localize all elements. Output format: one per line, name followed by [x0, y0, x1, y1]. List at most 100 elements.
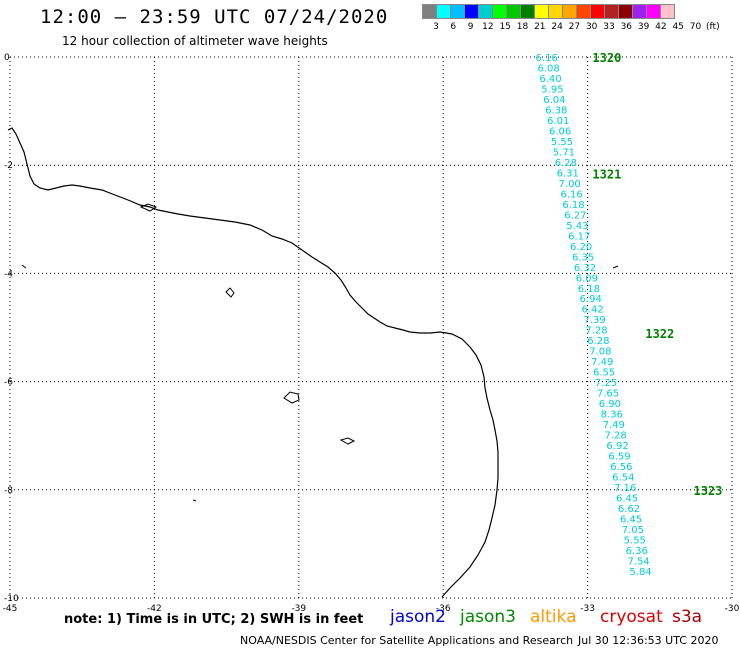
swh-value: 6.09 [576, 273, 598, 284]
y-tick-label: -10 [4, 594, 19, 604]
island-6 [612, 265, 619, 269]
swh-value: 6.28 [587, 336, 609, 347]
y-tick-label: -6 [4, 378, 13, 388]
scale-label: 24 [551, 22, 563, 32]
scale-swatch [660, 4, 675, 19]
pass-number-label: 1321 [592, 167, 621, 181]
swh-value: 6.62 [618, 504, 640, 515]
swh-value: 7.08 [589, 347, 611, 358]
swh-value: 6.35 [572, 252, 594, 263]
scale-label: 33 [603, 22, 615, 32]
scale-label: 6 [450, 22, 457, 32]
swh-value: 6.08 [537, 63, 559, 74]
color-scale-labels: 3 6 9 12 15 18 21 24 27 30 33 36 39 42 45 70 (ft) [422, 22, 740, 34]
swh-value: 6.20 [570, 242, 592, 253]
altimeter-track: 6.166.086.405.956.046.386.016.065.555.71… [536, 53, 652, 578]
swh-value: 7.39 [583, 315, 605, 326]
swh-value: 5.95 [541, 84, 563, 95]
pass-number-label: 1322 [645, 327, 674, 341]
swh-value: 6.94 [580, 294, 602, 305]
satellite-altika: altika [530, 607, 577, 627]
swh-value: 6.18 [578, 284, 600, 295]
map-ticks: -45 -42 -39 -36 -33 -30 0 -2 -4 -6 -8 -10 [3, 53, 740, 614]
scale-label: 30 [585, 22, 598, 32]
scale-label: 45 [672, 22, 684, 32]
swh-value: 6.28 [555, 158, 577, 169]
scale-label: (ft) [706, 22, 720, 32]
swh-value: 7.28 [585, 326, 607, 337]
scale-label: 36 [620, 22, 633, 32]
scale-label: 12 [482, 22, 494, 32]
satellite-cryosat: cryosat [600, 607, 663, 627]
swh-value: 6.54 [612, 473, 634, 484]
swh-value: 6.36 [626, 546, 648, 557]
swh-value: 6.45 [616, 494, 638, 505]
swh-value: 6.06 [549, 126, 571, 137]
swh-value: 6.56 [610, 462, 632, 473]
swh-value: 6.90 [599, 399, 621, 410]
scale-label: 42 [655, 22, 667, 32]
island-5 [139, 203, 158, 212]
page-title: 12:00 – 23:59 UTC 07/24/2020 [40, 6, 389, 28]
swh-value: 7.05 [622, 525, 644, 536]
island-3 [339, 437, 356, 445]
swh-value: 6.59 [608, 452, 630, 463]
scale-label: 15 [499, 22, 511, 32]
y-tick-label: -8 [4, 486, 13, 496]
swh-value: 5.55 [624, 535, 646, 546]
swh-value: 6.92 [606, 441, 628, 452]
swh-value: 6.27 [564, 210, 586, 221]
swh-value: 7.54 [627, 556, 649, 567]
units-note: note: 1) Time is in UTC; 2) SWH is in fe… [64, 612, 364, 627]
swh-value: 5.84 [629, 567, 651, 578]
satellite-jason2: jason2 [390, 607, 446, 627]
swh-value: 6.40 [539, 74, 561, 85]
pass-number-label: 1320 [592, 51, 621, 65]
swh-value: 7.49 [591, 357, 613, 368]
swh-value: 5.71 [553, 147, 575, 158]
scale-label: 21 [534, 22, 546, 32]
swh-value: 6.01 [547, 116, 569, 127]
y-tick-label: -2 [4, 161, 13, 171]
swh-value: 5.55 [551, 137, 573, 148]
x-tick-label: -36 [436, 604, 451, 614]
swh-value: 7.00 [559, 179, 581, 190]
island-4 [192, 499, 197, 502]
scale-label: 70 [689, 22, 702, 32]
footer-credit: NOAA/NESDIS Center for Satellite Applica… [240, 634, 574, 647]
x-tick-label: -33 [580, 604, 595, 614]
swh-value: 6.17 [568, 231, 590, 242]
x-tick-label: -39 [291, 604, 306, 614]
swh-value: 6.16 [536, 53, 558, 64]
swh-value: 6.16 [560, 189, 582, 200]
scale-label: 9 [467, 22, 474, 32]
island-7 [21, 264, 27, 269]
coastline [7, 127, 499, 598]
pass-labels: 1320 1321 1322 1323 [592, 51, 722, 498]
swh-value: 6.38 [545, 105, 567, 116]
scale-label: 3 [433, 22, 439, 32]
swh-value: 7.16 [614, 483, 636, 494]
swh-value: 6.32 [574, 263, 596, 274]
swh-value: 6.55 [593, 368, 615, 379]
x-tick-label: -45 [3, 604, 18, 614]
color-scale [422, 4, 675, 19]
page-subtitle: 12 hour collection of altimeter wave hei… [62, 34, 328, 48]
y-tick-label: 0 [4, 53, 10, 63]
scale-label: 18 [516, 22, 529, 32]
swh-value: 7.25 [595, 378, 617, 389]
swh-value: 6.45 [620, 515, 642, 526]
swh-value: 8.36 [601, 410, 623, 421]
swh-value: 6.42 [582, 305, 604, 316]
swh-value: 6.31 [557, 168, 579, 179]
swh-value: 7.49 [603, 420, 625, 431]
island-1 [225, 287, 235, 298]
pass-number-label: 1323 [693, 484, 722, 498]
swh-value: 7.65 [597, 389, 619, 400]
island-2 [283, 391, 300, 404]
scale-label: 39 [637, 22, 650, 32]
x-tick-label: -30 [725, 604, 740, 614]
satellite-s3a: s3a [672, 607, 703, 627]
scale-label: 27 [568, 22, 581, 32]
